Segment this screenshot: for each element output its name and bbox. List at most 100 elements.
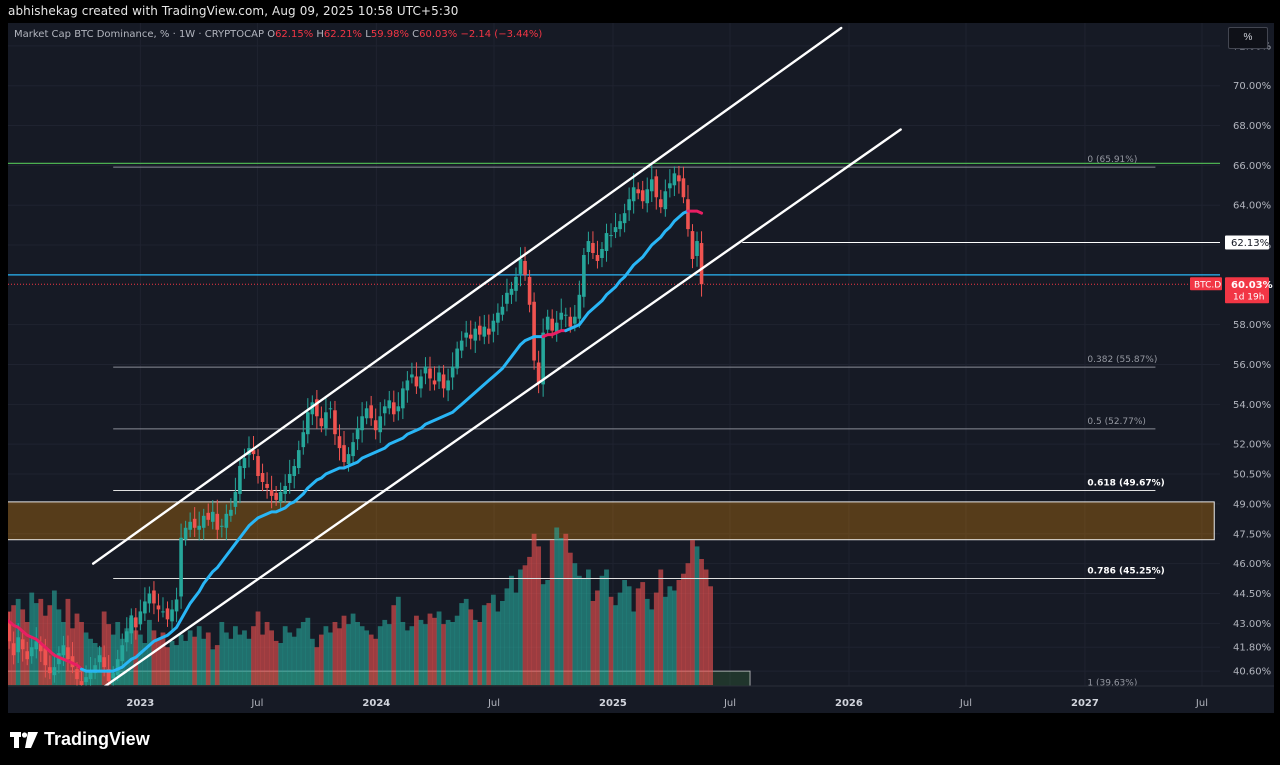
candle-body (373, 420, 378, 431)
tradingview-logo[interactable]: TradingView (10, 729, 150, 750)
volume-bar (165, 647, 170, 685)
candle-body (38, 643, 43, 652)
y-tick-label: 70.00% (1233, 81, 1271, 92)
candle-body (192, 518, 197, 528)
volume-bar (567, 552, 573, 685)
price-marker-box (1225, 235, 1269, 250)
volume-bar (223, 632, 229, 685)
volume-bar (346, 624, 351, 685)
candle-body (428, 368, 432, 379)
candle-body (333, 410, 337, 435)
volume-bar (671, 590, 677, 685)
candle-body (663, 191, 668, 210)
legend-close: 60.03% (419, 29, 458, 40)
y-tick-label: 52.00% (1233, 440, 1271, 451)
candle-body (505, 292, 509, 304)
candle-body (301, 432, 306, 448)
percent-scale-button[interactable]: % (1228, 27, 1268, 49)
volume-bar (477, 622, 483, 685)
fib-level-label: 0 (65.91%) (1087, 155, 1137, 165)
volume-bar (323, 626, 329, 685)
symbol-tag-label: BTC.D (1194, 280, 1221, 290)
candle-body (604, 233, 609, 252)
volume-bar (468, 609, 474, 685)
candle-body (677, 175, 681, 182)
candle-body (355, 428, 360, 440)
volume-bar (495, 611, 501, 685)
candle-body (25, 651, 30, 660)
candle-body (500, 306, 505, 315)
volume-bar (260, 634, 265, 685)
candle-body (283, 485, 287, 494)
legend-low-label: L (365, 29, 371, 40)
tradingview-logo-text: TradingView (44, 729, 150, 749)
candle-body (518, 258, 523, 274)
volume-bar (513, 592, 519, 685)
volume-bar (640, 582, 646, 685)
volume-bar (490, 594, 496, 685)
legend-close-label: C (412, 29, 420, 40)
volume-bar (210, 649, 216, 685)
volume-bar (504, 588, 510, 685)
volume-bar (635, 588, 641, 685)
candle-body (568, 316, 573, 327)
volume-bar (246, 638, 252, 685)
chart-panel[interactable]: 0 (65.91%) 0.382 (55.87%) 0.5 (52.77%) 0.61… (8, 23, 1274, 713)
candle-body (233, 491, 238, 507)
ema-line (564, 209, 690, 333)
volume-bar (287, 632, 293, 685)
volume-bar (350, 613, 356, 685)
volume-bar (644, 598, 650, 685)
chart-canvas[interactable]: 0 (65.91%) 0.382 (55.87%) 0.5 (52.77%) 0.61… (8, 23, 1274, 713)
candle-body (577, 294, 582, 319)
candle-body (645, 189, 650, 204)
tradingview-logo-icon (10, 731, 38, 748)
candle-body (527, 276, 532, 305)
candle-body (215, 513, 220, 530)
volume-bar (309, 638, 315, 685)
volume-bar (414, 615, 419, 685)
volume-bar (563, 533, 569, 685)
volume-bar (278, 643, 284, 685)
candle-body (292, 466, 297, 477)
volume-bar (685, 563, 691, 685)
candle-body (188, 521, 192, 530)
volume-bar (106, 624, 112, 685)
volume-bar (79, 622, 84, 685)
volume-bar (282, 626, 288, 685)
candle-body (455, 348, 459, 369)
volume-bar (527, 556, 532, 685)
y-tick-label: 54.00% (1233, 400, 1271, 411)
candle-body (649, 179, 654, 192)
volume-bar (486, 603, 492, 685)
candle-body (124, 631, 129, 643)
volume-bar (658, 569, 664, 685)
volume-bar (74, 613, 80, 685)
volume-bar (242, 630, 247, 685)
volume-bar (481, 605, 487, 685)
candle-body (165, 608, 170, 620)
candle-body (170, 609, 174, 622)
volume-bar (169, 640, 175, 685)
volume-bar (232, 626, 238, 685)
candle-body (306, 412, 310, 435)
countdown-label: 1d 19h (1233, 292, 1264, 302)
volume-bar (522, 565, 528, 685)
candle-body (441, 374, 446, 389)
volume-bar (613, 605, 618, 685)
symbol-legend[interactable]: Market Cap BTC Dominance, % · 1W · CRYPT… (14, 29, 543, 40)
candle-body (423, 366, 428, 374)
candle-body (106, 669, 111, 682)
horizontal-lines-layer (8, 162, 1220, 285)
candle-body (550, 318, 554, 331)
candle-body (201, 515, 206, 528)
orange-zone (8, 501, 1215, 541)
y-tick-label: 40.60% (1233, 667, 1271, 678)
candle-body (545, 316, 550, 330)
channel-upper-line (91, 26, 843, 565)
y-tick-label: 44.50% (1233, 589, 1271, 600)
x-tick-label: Jul (959, 698, 972, 709)
volume-bar (558, 538, 564, 685)
x-tick-label: Jul (723, 698, 736, 709)
volume-bar (472, 619, 478, 685)
